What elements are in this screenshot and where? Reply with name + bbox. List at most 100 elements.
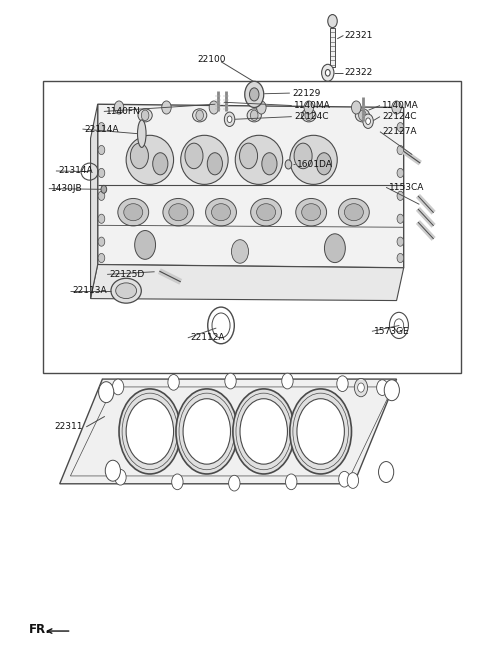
Ellipse shape (355, 109, 370, 122)
Circle shape (377, 379, 388, 395)
Circle shape (282, 373, 293, 389)
Text: 22129: 22129 (292, 88, 321, 98)
Ellipse shape (137, 120, 146, 147)
Circle shape (397, 253, 404, 263)
Circle shape (105, 460, 120, 481)
Circle shape (397, 123, 404, 132)
Ellipse shape (235, 135, 283, 184)
Circle shape (126, 399, 174, 464)
Circle shape (176, 389, 238, 474)
Circle shape (250, 88, 259, 101)
Circle shape (98, 123, 105, 132)
Polygon shape (97, 104, 404, 268)
Circle shape (325, 69, 330, 76)
Circle shape (337, 376, 348, 391)
Circle shape (351, 101, 361, 114)
Text: 1601DA: 1601DA (297, 160, 333, 169)
Ellipse shape (207, 152, 222, 175)
Circle shape (98, 381, 114, 403)
Text: 1140FN: 1140FN (106, 107, 141, 116)
Circle shape (168, 374, 179, 390)
Ellipse shape (163, 199, 194, 226)
Circle shape (135, 230, 156, 259)
Ellipse shape (296, 199, 326, 226)
Text: 21314A: 21314A (58, 166, 93, 176)
Ellipse shape (138, 109, 152, 122)
Ellipse shape (301, 204, 321, 220)
Ellipse shape (169, 204, 188, 220)
Text: 22124C: 22124C (294, 112, 329, 121)
Ellipse shape (180, 135, 228, 184)
Circle shape (231, 240, 249, 263)
Ellipse shape (316, 152, 332, 175)
Polygon shape (91, 265, 404, 300)
Circle shape (397, 145, 404, 154)
Ellipse shape (192, 109, 207, 122)
Circle shape (227, 116, 232, 123)
Circle shape (98, 237, 105, 246)
Circle shape (233, 389, 295, 474)
Circle shape (240, 399, 288, 464)
Ellipse shape (257, 204, 276, 220)
Text: 22100: 22100 (197, 55, 226, 64)
Text: 22322: 22322 (344, 68, 372, 77)
Text: 1140MA: 1140MA (294, 101, 331, 110)
Circle shape (305, 110, 312, 121)
Circle shape (115, 469, 126, 485)
Text: 22112A: 22112A (190, 333, 225, 343)
Circle shape (141, 110, 149, 121)
Circle shape (363, 114, 373, 129)
Ellipse shape (153, 152, 168, 175)
Text: 1430JB: 1430JB (51, 184, 83, 193)
Polygon shape (60, 379, 396, 484)
Circle shape (98, 145, 105, 154)
Circle shape (98, 253, 105, 263)
Circle shape (225, 373, 236, 389)
Text: 22311: 22311 (54, 422, 83, 432)
Circle shape (324, 234, 345, 263)
Circle shape (397, 237, 404, 246)
Circle shape (397, 214, 404, 223)
Ellipse shape (212, 204, 230, 220)
Circle shape (119, 389, 180, 474)
Ellipse shape (185, 143, 203, 169)
Text: 22114A: 22114A (85, 125, 120, 133)
Bar (43, 81, 461, 372)
Circle shape (114, 101, 124, 114)
Circle shape (257, 101, 266, 114)
Text: 22124C: 22124C (383, 112, 417, 121)
Circle shape (98, 168, 105, 178)
Text: 1140MA: 1140MA (383, 101, 419, 110)
Circle shape (290, 389, 351, 474)
Circle shape (196, 110, 204, 121)
Text: FR.: FR. (29, 623, 51, 636)
Ellipse shape (344, 204, 363, 220)
Circle shape (366, 118, 371, 125)
Circle shape (379, 461, 394, 482)
Circle shape (358, 383, 364, 392)
Polygon shape (91, 104, 97, 298)
Circle shape (384, 379, 399, 401)
Circle shape (397, 191, 404, 201)
Ellipse shape (240, 143, 258, 169)
Circle shape (286, 474, 297, 490)
Circle shape (392, 101, 401, 114)
Circle shape (339, 471, 350, 487)
Ellipse shape (251, 199, 281, 226)
Ellipse shape (262, 152, 277, 175)
Circle shape (209, 101, 219, 114)
Circle shape (112, 379, 124, 395)
Circle shape (98, 191, 105, 201)
Circle shape (304, 101, 313, 114)
Circle shape (251, 110, 258, 121)
Circle shape (322, 64, 334, 81)
Ellipse shape (124, 204, 143, 220)
Ellipse shape (126, 135, 174, 184)
Ellipse shape (338, 199, 369, 226)
Text: 22321: 22321 (344, 31, 373, 40)
Circle shape (285, 160, 292, 169)
Circle shape (228, 475, 240, 491)
Ellipse shape (294, 143, 312, 169)
Circle shape (328, 15, 337, 28)
Circle shape (98, 214, 105, 223)
